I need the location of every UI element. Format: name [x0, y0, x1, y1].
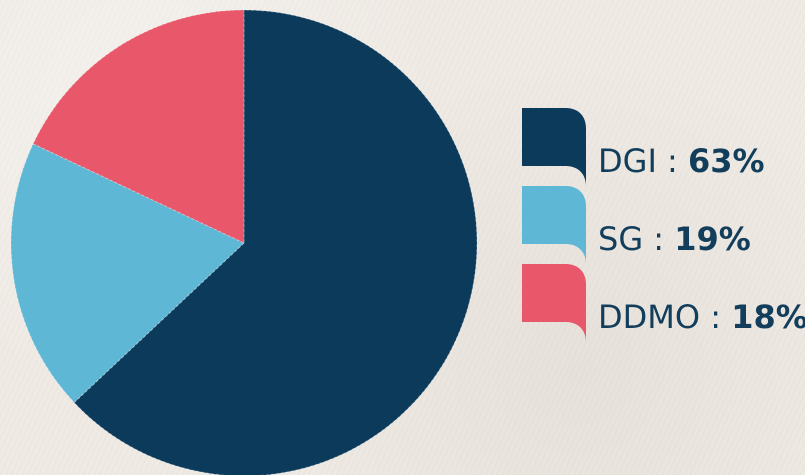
legend-item-ddmo: DDMO : 18%	[522, 264, 805, 342]
legend-swatch-sg	[522, 186, 586, 264]
legend-text-sg: SG : 19%	[598, 220, 751, 258]
legend-text-ddmo: DDMO : 18%	[598, 298, 805, 336]
legend-label-ddmo: DDMO	[598, 298, 701, 336]
legend-separator-dgi: :	[656, 142, 688, 180]
legend-separator-sg: :	[643, 220, 675, 258]
pie-slice-ddmo	[32, 9, 245, 244]
legend-text-dgi: DGI : 63%	[598, 142, 765, 180]
legend-swatch-shape-ddmo	[522, 264, 586, 342]
legend-separator-ddmo: :	[700, 298, 732, 336]
legend-value-dgi: 63%	[688, 142, 765, 180]
legend: DGI : 63% SG : 19% DDMO : 18%	[522, 108, 805, 342]
legend-label-dgi: DGI	[598, 142, 657, 180]
legend-item-dgi: DGI : 63%	[522, 108, 802, 186]
legend-swatch-shape-sg	[522, 186, 586, 264]
pie-slices	[10, 9, 478, 475]
legend-swatch-dgi	[522, 108, 586, 186]
legend-value-sg: 19%	[674, 220, 751, 258]
pie-slice-dgi	[73, 9, 478, 475]
legend-value-ddmo: 18%	[731, 298, 805, 336]
legend-swatch-ddmo	[522, 264, 586, 342]
legend-label-sg: SG	[598, 220, 644, 258]
legend-item-sg: SG : 19%	[522, 186, 802, 264]
pie-slice-sg	[10, 143, 245, 404]
legend-swatch-shape-dgi	[522, 108, 586, 186]
